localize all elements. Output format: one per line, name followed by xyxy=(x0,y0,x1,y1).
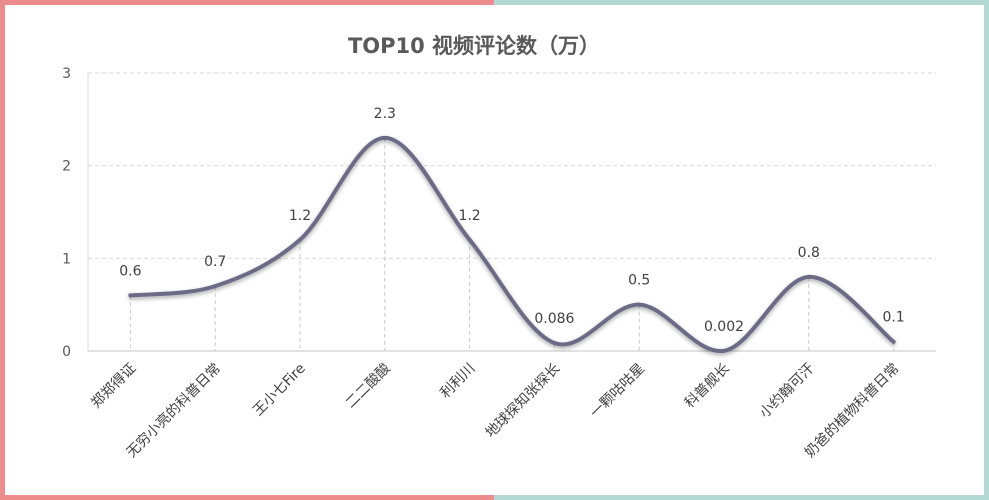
data-label-0: 0.6 xyxy=(119,263,141,279)
data-label-3: 2.3 xyxy=(374,106,396,122)
chart-title: TOP10 视频评论数（万） xyxy=(348,34,600,58)
y-tick-label-0: 0 xyxy=(62,344,71,360)
x-tick-label-2: 王小七Fire xyxy=(250,361,309,420)
x-tick-label-0: 郑郑得证 xyxy=(88,360,140,412)
x-tick-label-8: 小约翰可汗 xyxy=(757,361,818,422)
series-layer xyxy=(128,135,896,353)
data-label-9: 0.1 xyxy=(882,310,904,326)
x-tick-label-9: 奶爸的植物科普日常 xyxy=(802,361,902,461)
data-point-6 xyxy=(637,302,642,307)
data-label-6: 0.5 xyxy=(628,273,650,289)
y-tick-label-1: 1 xyxy=(62,251,71,267)
data-point-8 xyxy=(806,274,811,279)
data-point-0 xyxy=(128,293,133,298)
x-tick-label-7: 科普舰长 xyxy=(682,361,733,412)
series-line xyxy=(128,135,896,353)
data-point-7 xyxy=(722,348,726,353)
drop-lines xyxy=(129,137,895,351)
data-point-3 xyxy=(382,135,387,140)
data-point-2 xyxy=(298,237,302,242)
gridlines xyxy=(88,72,936,259)
x-tick-label-1: 无穷小亮的科普日常 xyxy=(123,360,224,461)
x-tick-label-5: 地球探知张探长 xyxy=(482,360,563,441)
data-point-1 xyxy=(213,284,218,289)
data-label-5: 0.086 xyxy=(534,311,574,327)
data-point-5 xyxy=(552,341,557,346)
data-point-4 xyxy=(467,237,472,242)
x-tick-label-6: 一颗咕咕星 xyxy=(587,361,648,422)
data-label-2: 1.2 xyxy=(289,208,311,224)
x-tick-labels: 郑郑得证无穷小亮的科普日常 王小七Fire 二二酸酸 利利川 地球探知张探长 一颗咕咕星科… xyxy=(88,360,903,461)
data-label-8: 0.8 xyxy=(798,245,820,261)
frame-right-border xyxy=(494,0,989,500)
data-point-9 xyxy=(891,339,896,344)
x-tick-label-4: 利利川 xyxy=(437,361,478,402)
data-label-7: 0.002 xyxy=(704,319,744,335)
data-label-1: 0.7 xyxy=(204,254,226,270)
data-label-4: 1.2 xyxy=(458,208,480,224)
y-tick-label-3: 3 xyxy=(62,66,71,82)
y-tick-label-2: 2 xyxy=(62,159,71,175)
x-tick-label-3: 二二酸酸 xyxy=(343,361,394,412)
frame-left-border xyxy=(0,0,494,500)
data-labels: 0.6 0.7 1.2 2.3 1.2 0.086 0.5 0.002 0.8 0.1 xyxy=(119,106,904,335)
axes: 0 1 2 3 xyxy=(62,66,936,360)
